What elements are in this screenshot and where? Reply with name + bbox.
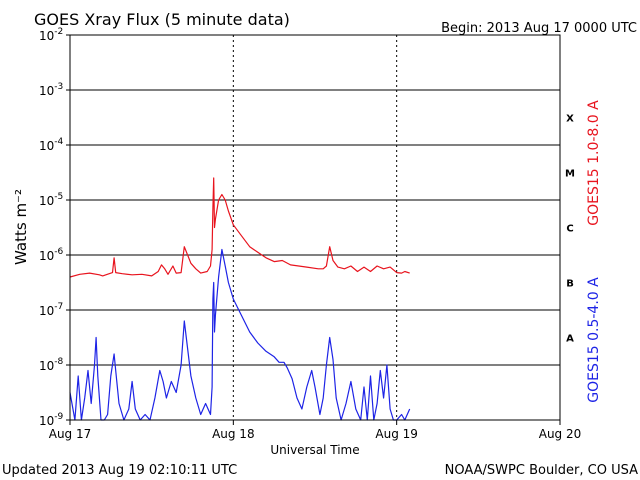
legend-entry-long: GOES15 1.0-8.0 A xyxy=(586,100,602,226)
y-tick-exponent: -8 xyxy=(54,357,63,367)
plot-frame xyxy=(69,34,561,421)
y-tick-exponent: -2 xyxy=(54,27,63,37)
series-line-long xyxy=(69,177,410,278)
x-tick-label: Aug 20 xyxy=(539,427,582,441)
y-tick-label: 10-8 xyxy=(39,357,64,373)
flare-class-x: X xyxy=(566,114,574,125)
x-tick-label: Aug 19 xyxy=(375,427,418,441)
y-tick-label: 10-7 xyxy=(39,302,63,318)
y-tick-label: 10-6 xyxy=(39,247,64,263)
y-tick-exponent: -5 xyxy=(54,192,63,202)
x-tick-label: Aug 18 xyxy=(212,427,255,441)
flare-class-c: C xyxy=(566,224,573,235)
x-tick-label: Aug 17 xyxy=(49,427,92,441)
legend: GOES15 1.0-8.0 A GOES15 0.5-4.0 A xyxy=(586,100,602,403)
legend-entry-short: GOES15 0.5-4.0 A xyxy=(586,277,602,403)
gridlines xyxy=(70,35,560,420)
y-tick-label: 10-4 xyxy=(39,137,64,153)
flare-class-m: M xyxy=(565,169,575,180)
updated-timestamp: Updated 2013 Aug 19 02:10:11 UTC xyxy=(2,463,237,478)
y-tick-label: 10-5 xyxy=(39,192,63,208)
y-tick-exponent: -7 xyxy=(54,302,63,312)
y-tick-label: 10-2 xyxy=(39,27,63,43)
y-tick-exponent: -6 xyxy=(54,247,63,257)
chart-title: GOES Xray Flux (5 minute data) xyxy=(34,10,290,29)
y-tick-label: 10-9 xyxy=(39,412,64,428)
flare-class-b: B xyxy=(566,279,574,290)
flare-class-a: A xyxy=(566,334,574,345)
data-series xyxy=(69,177,411,421)
y-axis-ticks: 10-9 10-8 10-7 10-6 10-5 10-4 10-3 10-2 xyxy=(39,27,70,428)
y-tick-exponent: -9 xyxy=(54,412,63,422)
y-axis-label: Watts m⁻² xyxy=(12,189,30,265)
begin-label: Begin: 2013 Aug 17 0000 UTC xyxy=(441,21,637,36)
y-tick-exponent: -3 xyxy=(54,82,63,92)
source-label: NOAA/SWPC Boulder, CO USA xyxy=(445,463,638,478)
series-line-short xyxy=(69,248,411,421)
flare-class-labels: A B C M X xyxy=(565,114,575,345)
x-axis-label: Universal Time xyxy=(270,443,359,457)
y-tick-exponent: -4 xyxy=(54,137,63,147)
y-tick-label: 10-3 xyxy=(39,82,63,98)
x-axis-ticks: Aug 17 Aug 18 Aug 19 Aug 20 xyxy=(49,420,582,441)
